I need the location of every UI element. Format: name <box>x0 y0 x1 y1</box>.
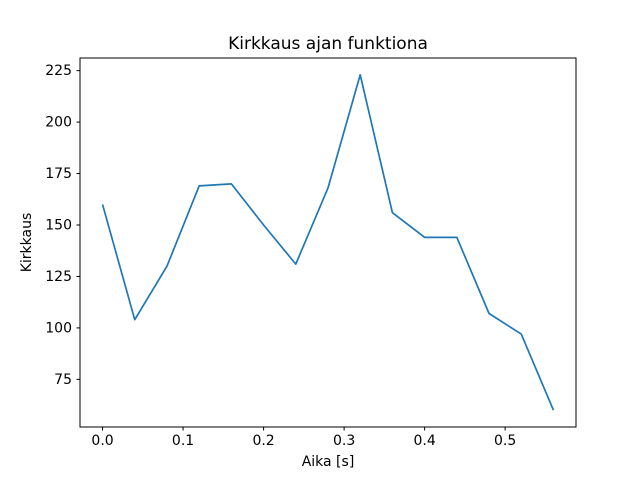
y-tick-label: 75 <box>54 372 72 388</box>
axis-ticks: 0.0 0.1 0.2 0.3 0.4 0.5 75 100 125 150 175 200 225 <box>45 63 516 449</box>
plot-border <box>79 57 577 428</box>
x-tick-label: 0.4 <box>413 433 435 449</box>
x-tick-label: 0.5 <box>494 433 516 449</box>
chart-title: Kirkkaus ajan funktiona <box>228 34 428 54</box>
data-line <box>101 73 555 411</box>
x-tick-label: 0.0 <box>91 433 113 449</box>
y-tick-label: 200 <box>45 115 72 131</box>
y-tick-label: 225 <box>45 63 72 79</box>
y-tick-label: 175 <box>45 166 72 182</box>
y-tick-label: 150 <box>45 218 72 234</box>
x-tick-label: 0.2 <box>252 433 274 449</box>
x-tick-label: 0.1 <box>172 433 194 449</box>
y-tick-label: 100 <box>45 320 72 336</box>
x-axis-label: Aika [s] <box>302 454 355 470</box>
y-axis-label: Kirkkaus <box>19 213 35 273</box>
y-tick-label: 125 <box>45 269 72 285</box>
x-tick-label: 0.3 <box>333 433 355 449</box>
